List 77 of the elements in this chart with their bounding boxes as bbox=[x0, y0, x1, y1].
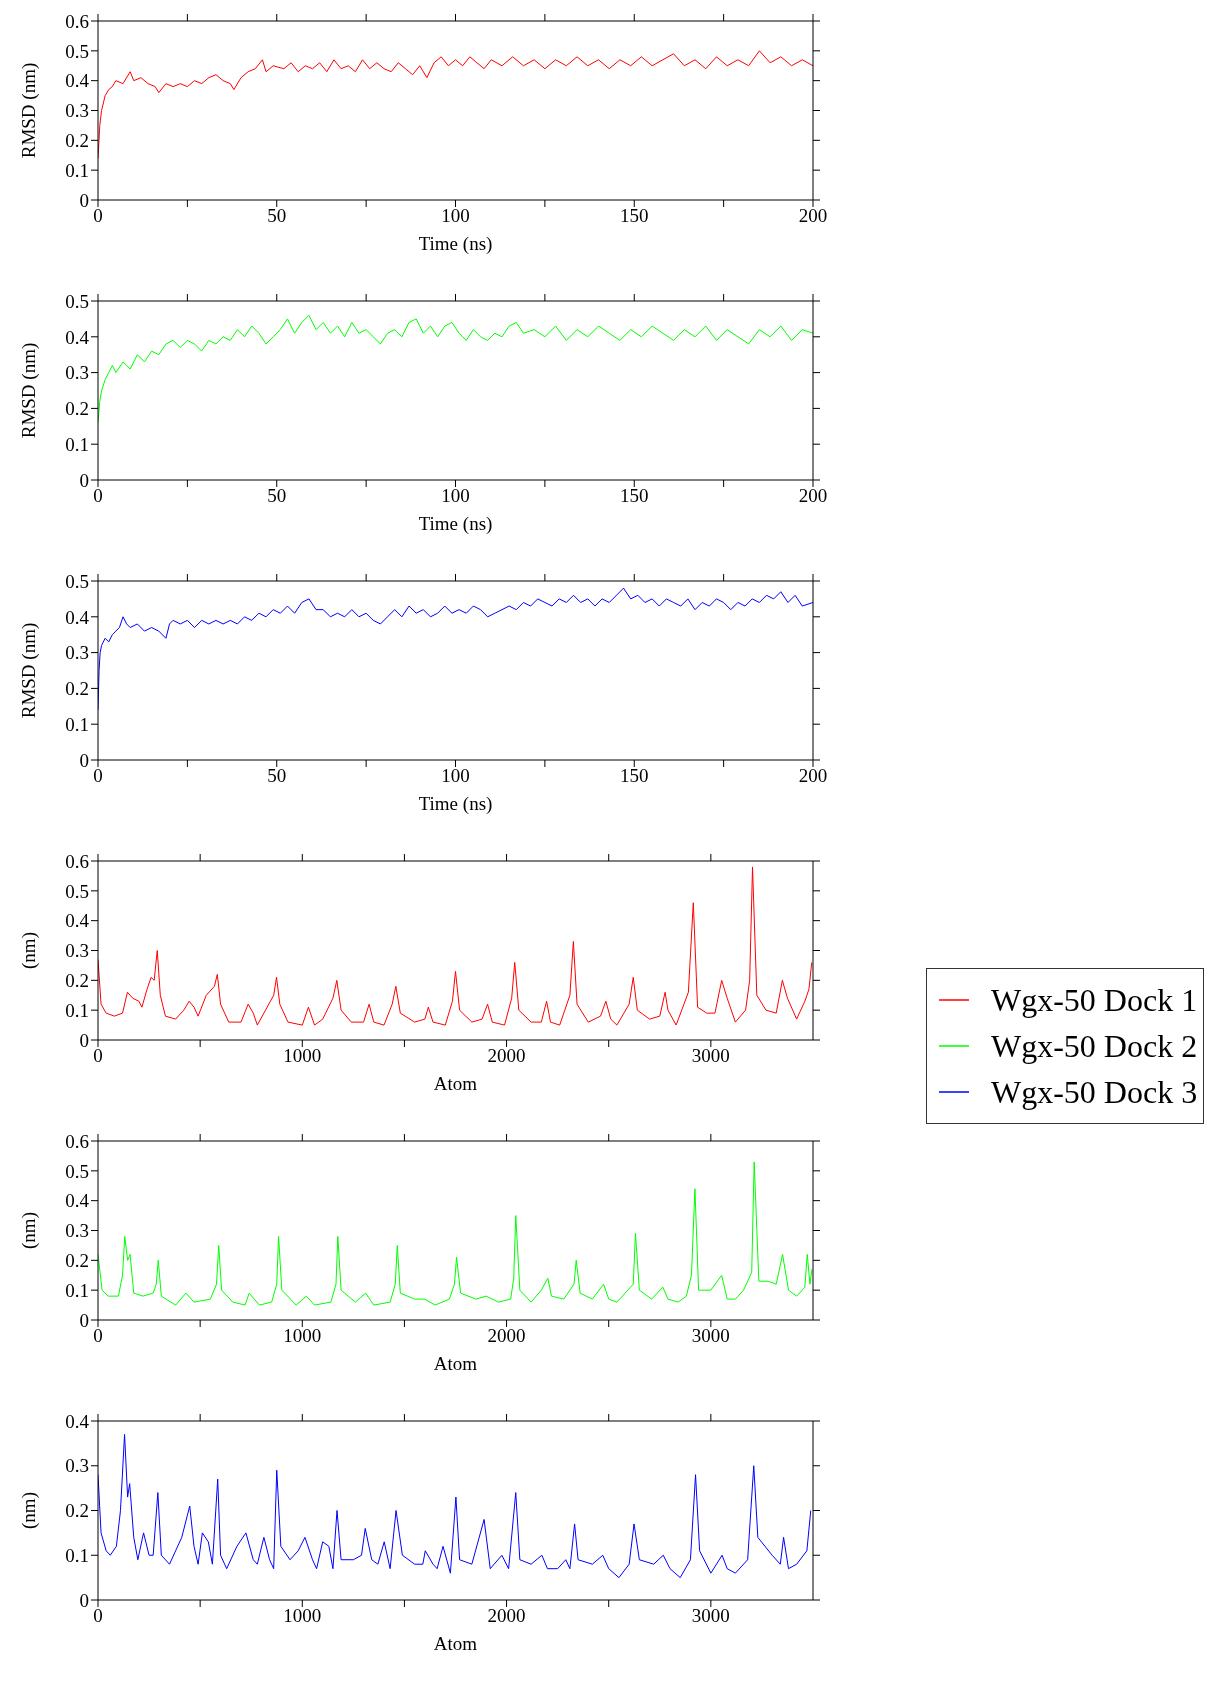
x-tick-label: 200 bbox=[798, 485, 828, 507]
x-tick-label: 150 bbox=[620, 765, 649, 787]
y-tick-label: 0.1 bbox=[65, 999, 89, 1021]
y-tick-label: 0.3 bbox=[65, 940, 89, 962]
y-tick-label: 0.4 bbox=[65, 1190, 90, 1212]
y-tick-label: 0.1 bbox=[65, 159, 89, 181]
y-tick-label: 0.6 bbox=[65, 10, 89, 32]
y-tick-label: 0.5 bbox=[65, 880, 89, 902]
x-tick-label: 100 bbox=[441, 205, 470, 227]
y-axis-title: RMSD (nm) bbox=[17, 622, 40, 719]
x-tick-label: 3000 bbox=[691, 1605, 730, 1627]
y-tick-label: 0.3 bbox=[65, 100, 89, 122]
y-axis-title: (nm) bbox=[17, 1492, 40, 1529]
y-tick-label: 0 bbox=[79, 1589, 89, 1611]
y-tick-label: 0 bbox=[79, 469, 89, 491]
y-axis-title: (nm) bbox=[17, 1212, 40, 1249]
x-tick-label: 50 bbox=[267, 485, 287, 507]
x-axis-title: Atom bbox=[433, 1073, 478, 1094]
y-tick-label: 0.2 bbox=[65, 678, 89, 700]
y-axis-title: RMSD (nm) bbox=[17, 62, 40, 159]
y-tick-label: 0.3 bbox=[65, 1220, 89, 1242]
line-series bbox=[98, 1433, 812, 1579]
y-tick-label: 0.3 bbox=[65, 642, 89, 664]
y-tick-label: 0.2 bbox=[65, 1250, 89, 1272]
x-axis-title: Time (ns) bbox=[418, 233, 493, 255]
y-tick-label: 0.3 bbox=[65, 1455, 89, 1477]
y-tick-label: 0.2 bbox=[65, 130, 89, 152]
x-tick-label: 50 bbox=[267, 205, 287, 227]
y-tick-label: 0.4 bbox=[65, 606, 90, 628]
y-tick-label: 0.2 bbox=[65, 1500, 89, 1522]
legend-label: Wgx-50 Dock 2 bbox=[991, 1027, 1198, 1066]
x-tick-label: 1000 bbox=[283, 1045, 322, 1067]
y-tick-label: 0.5 bbox=[65, 40, 89, 62]
x-axis-title: Time (ns) bbox=[418, 513, 493, 535]
y-tick-label: 0.4 bbox=[65, 910, 90, 932]
y-axis-title: RMSD (nm) bbox=[17, 342, 40, 439]
line-series bbox=[98, 866, 813, 1026]
legend-label: Wgx-50 Dock 1 bbox=[991, 981, 1198, 1020]
y-axis-title: (nm) bbox=[17, 932, 40, 969]
y-tick-label: 0.2 bbox=[65, 970, 89, 992]
y-tick-label: 0.4 bbox=[65, 326, 90, 348]
y-tick-label: 0.4 bbox=[65, 1410, 90, 1432]
y-tick-label: 0 bbox=[79, 1029, 89, 1051]
x-tick-label: 2000 bbox=[487, 1325, 526, 1347]
y-tick-label: 0.2 bbox=[65, 398, 89, 420]
y-tick-label: 0.5 bbox=[65, 1160, 89, 1182]
y-tick-label: 0.1 bbox=[65, 1279, 89, 1301]
y-tick-label: 0.1 bbox=[65, 433, 89, 455]
x-tick-label: 100 bbox=[441, 765, 470, 787]
x-tick-label: 1000 bbox=[283, 1325, 322, 1347]
legend-label: Wgx-50 Dock 3 bbox=[991, 1073, 1198, 1112]
x-tick-label: 200 bbox=[798, 205, 828, 227]
y-tick-label: 0.6 bbox=[65, 1130, 89, 1152]
x-tick-label: 200 bbox=[798, 765, 828, 787]
x-tick-label: 150 bbox=[620, 205, 649, 227]
x-axis-title: Atom bbox=[433, 1353, 478, 1374]
y-tick-label: 0.1 bbox=[65, 1544, 89, 1566]
x-axis-title: Time (ns) bbox=[418, 793, 493, 815]
x-axis-title: Atom bbox=[433, 1633, 478, 1654]
y-tick-label: 0.6 bbox=[65, 850, 89, 872]
x-tick-label: 2000 bbox=[487, 1605, 526, 1627]
x-tick-label: 3000 bbox=[691, 1045, 730, 1067]
line-series bbox=[98, 1161, 813, 1306]
y-tick-label: 0.5 bbox=[65, 290, 89, 312]
y-tick-label: 0.1 bbox=[65, 713, 89, 735]
x-tick-label: 100 bbox=[441, 485, 470, 507]
x-tick-label: 50 bbox=[267, 765, 287, 787]
y-tick-label: 0.3 bbox=[65, 362, 89, 384]
y-tick-label: 0.4 bbox=[65, 70, 90, 92]
y-tick-label: 0.5 bbox=[65, 570, 89, 592]
y-tick-label: 0 bbox=[79, 1309, 89, 1331]
x-tick-label: 3000 bbox=[691, 1325, 730, 1347]
x-tick-label: 2000 bbox=[487, 1045, 526, 1067]
x-tick-label: 1000 bbox=[283, 1605, 322, 1627]
y-tick-label: 0 bbox=[79, 749, 89, 771]
x-tick-label: 150 bbox=[620, 485, 649, 507]
y-tick-label: 0 bbox=[79, 189, 89, 211]
